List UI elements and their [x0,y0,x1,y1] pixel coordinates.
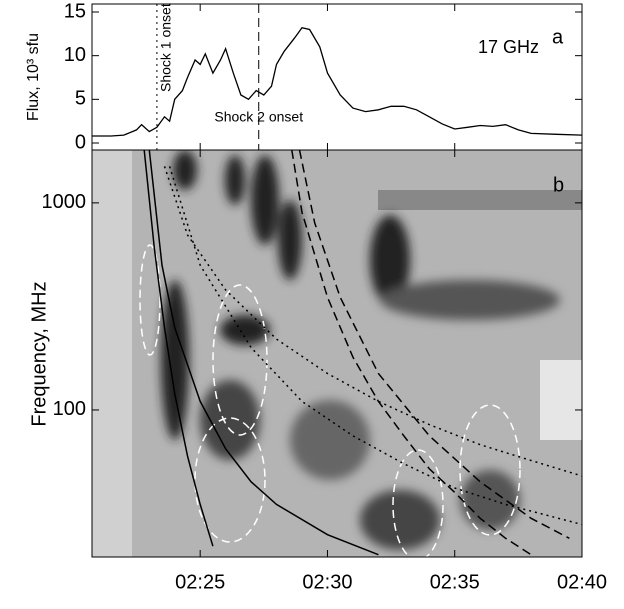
series-line [298,150,570,539]
series-line [163,166,582,477]
panel-label: b [553,174,564,196]
plot-area [143,150,582,556]
series-line [92,26,582,137]
x-tick-label: 02:40 [557,571,607,593]
annotation: 17 GHz [478,37,539,57]
y-tick-label: 5 [75,88,86,110]
x-tick-label: 02:30 [302,571,352,593]
y-tick-label: 100 [53,398,86,420]
series-line [143,150,214,547]
panel-label: a [552,26,564,48]
y-axis-label: Flux, 10³ sfu [25,33,42,121]
x-tick-label: 02:35 [430,571,480,593]
y-tick-label: 15 [64,0,86,22]
x-tick-label: 02:25 [175,571,225,593]
y-tick-label: 10 [64,44,86,66]
plot-area [92,26,582,137]
series-line [291,150,532,556]
onset-label: Shock 1 onset [158,3,174,92]
y-tick-label: 0 [75,131,86,153]
onset-label: Shock 2 onset [214,109,303,125]
series-line [148,150,379,556]
panel-b-frame [91,149,583,558]
y-tick-label: 1000 [42,191,87,213]
y-axis-label: Frequency, MHz [28,281,50,426]
spectrogram [92,150,582,557]
